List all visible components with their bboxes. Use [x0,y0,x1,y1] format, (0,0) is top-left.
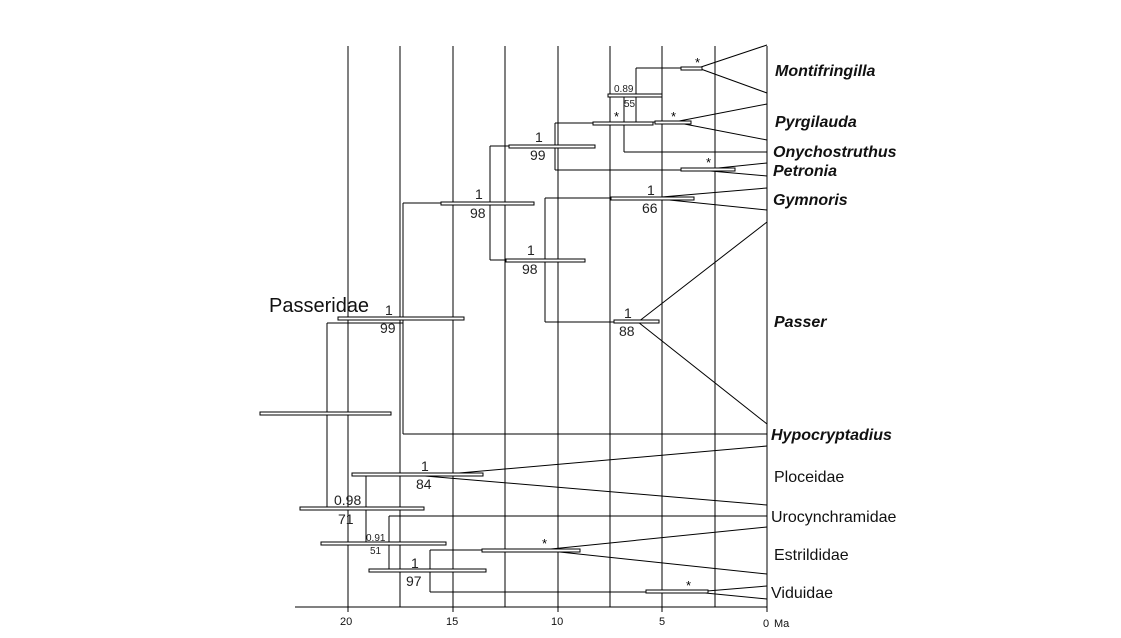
support-estr-uro-pp: 0.91 [366,533,386,544]
support-gymnoris-passer-pp: 1 [527,242,535,258]
support-pyrgilauda: * [671,109,676,124]
taxon-pyrgilauda: Pyrgilauda [775,114,857,131]
support-petronia: * [706,155,711,170]
taxon-viduidae: Viduidae [771,585,833,602]
time-axis: 20 15 10 5 0 Ma [295,606,790,630]
taxon-hypocryptadius: Hypocryptadius [771,427,892,444]
axis-unit: Ma [774,618,790,630]
support-onycho: * [614,109,619,124]
taxon-petronia: Petronia [773,163,837,180]
support-pyrg-monti-pp: 0.89 [614,84,634,95]
support-root2-bs: 71 [338,511,354,527]
support-snowfinch-pp: 1 [535,129,543,145]
support-viduidae: * [686,578,691,593]
support-ploceidae-bs: 84 [416,476,432,492]
support-passer-bs: 88 [619,323,635,339]
support-estr-vid-bs: 97 [406,573,422,589]
support-crown-bs: 98 [470,205,486,221]
support-ploceidae-pp: 1 [421,458,429,474]
support-root2-pp: 0.98 [334,492,361,508]
support-estrildidae: * [542,536,547,551]
axis-tick-0: 0 [763,618,769,630]
support-estr-uro-bs: 51 [370,546,382,557]
support-passeridae-pp: 1 [385,302,393,318]
axis-tick-10: 10 [551,616,563,628]
confidence-bars [259,66,736,594]
taxon-onychostruthus: Onychostruthus [773,144,897,161]
taxon-labels: Montifringilla Pyrgilauda Onychostruthus… [771,63,897,602]
support-gymnoris-passer-bs: 98 [522,261,538,277]
support-gymnoris-pp: 1 [647,182,655,198]
taxon-passer: Passer [774,314,827,331]
support-montifringilla: * [695,55,700,70]
support-passeridae-bs: 99 [380,320,396,336]
group-label-passeridae: Passeridae [269,295,369,317]
taxon-gymnoris: Gymnoris [773,192,848,209]
taxon-montifringilla: Montifringilla [775,63,876,80]
taxon-urocynchramidae: Urocynchramidae [771,509,896,526]
support-snowfinch-bs: 99 [530,147,546,163]
support-crown-pp: 1 [475,186,483,202]
support-passer-pp: 1 [624,305,632,321]
support-values: * * 0.89 55 * * 1 99 1 66 1 88 1 98 1 98… [334,55,711,593]
axis-tick-5: 5 [659,616,665,628]
time-gridlines [347,46,768,607]
axis-tick-20: 20 [340,616,352,628]
taxon-ploceidae: Ploceidae [774,469,844,486]
taxon-estrildidae: Estrildidae [774,547,849,564]
axis-tick-15: 15 [446,616,458,628]
support-estr-vid-pp: 1 [411,555,419,571]
support-pyrg-monti-bs: 55 [624,99,636,110]
support-gymnoris-bs: 66 [642,200,658,216]
